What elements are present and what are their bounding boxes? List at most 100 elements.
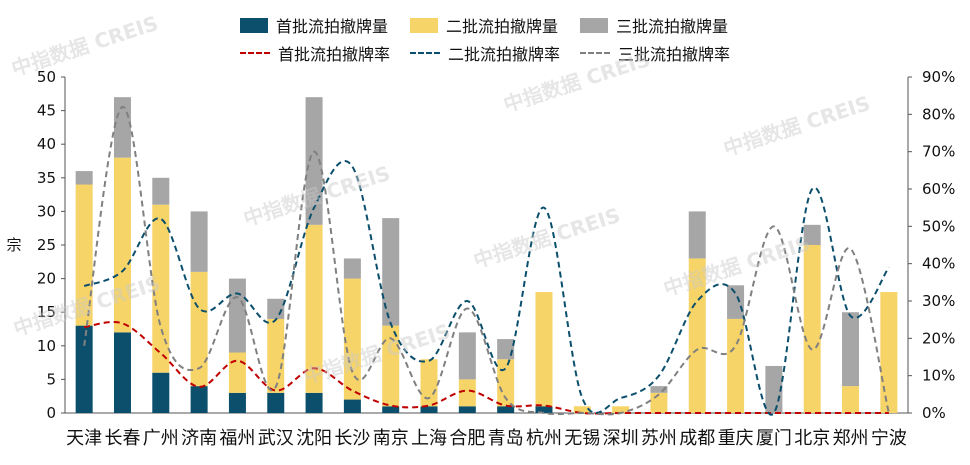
legend-dash <box>410 52 440 54</box>
x-tick-label: 青岛 <box>488 428 524 449</box>
bar-segment <box>267 393 284 413</box>
y2-tick-label: 50% <box>922 217 955 235</box>
y2-tick-label: 80% <box>922 105 955 123</box>
bar-segment <box>152 373 169 413</box>
y-tick-label: 30 <box>37 202 56 220</box>
legend-item-third-batch-rate: 三批流拍撤牌率 <box>580 42 750 64</box>
bar-segment <box>344 258 361 278</box>
y-tick-label: 35 <box>37 169 56 187</box>
bar-segment <box>842 386 859 413</box>
legend-label: 二批流拍撤牌率 <box>448 41 560 65</box>
y-tick-label: 20 <box>37 270 56 288</box>
x-tick-label: 武汉 <box>258 428 294 449</box>
y2-tick-label: 90% <box>922 68 955 86</box>
x-tick-label: 合肥 <box>449 428 485 449</box>
bar-segment <box>114 332 131 413</box>
legend-label: 二批流拍撤牌量 <box>446 13 558 37</box>
y-tick-label: 25 <box>37 236 56 254</box>
bar-segment <box>497 406 514 413</box>
y2-tick-label: 30% <box>922 292 955 310</box>
legend-item-second-batch-rate: 二批流拍撤牌率 <box>410 42 580 64</box>
y2-tick-label: 10% <box>922 367 955 385</box>
x-tick-label: 成都 <box>679 428 715 449</box>
legend-label: 首批流拍撤牌量 <box>276 13 388 37</box>
x-tick-label: 深圳 <box>603 428 639 449</box>
legend-swatch <box>240 18 268 33</box>
bar-segment <box>804 225 821 245</box>
bar-segment <box>689 258 706 413</box>
y-tick-label: 0 <box>46 404 56 422</box>
y2-tick-label: 60% <box>922 180 955 198</box>
legend-label: 三批流拍撤牌率 <box>618 41 730 65</box>
x-tick-label: 长春 <box>104 428 140 449</box>
bar-segment <box>344 400 361 413</box>
x-tick-label: 沈阳 <box>296 428 332 449</box>
bar-segment <box>229 353 246 393</box>
y-tick-label: 15 <box>37 303 56 321</box>
x-tick-label: 苏州 <box>641 428 677 449</box>
bar-segment <box>191 386 208 413</box>
x-tick-label: 北京 <box>794 428 830 449</box>
bar-segment <box>421 359 438 406</box>
y2-tick-label: 0% <box>922 404 946 422</box>
x-tick-label: 杭州 <box>526 428 562 449</box>
bar-segment <box>842 312 859 386</box>
bar-segment <box>497 339 514 359</box>
bar-segment <box>344 279 361 400</box>
x-tick-label: 南京 <box>373 428 409 449</box>
x-tick-label: 郑州 <box>833 428 869 449</box>
y2-tick-label: 40% <box>922 255 955 273</box>
bar-segment <box>689 211 706 258</box>
legend-dash <box>580 52 610 54</box>
legend-swatch <box>410 18 438 33</box>
bar-segment <box>382 218 399 326</box>
legend-label: 首批流拍撤牌率 <box>278 41 390 65</box>
legend-item-second-batch-volume: 二批流拍撤牌量 <box>410 14 580 36</box>
bar-segment <box>459 332 476 379</box>
legend-item-first-batch-volume: 首批流拍撤牌量 <box>240 14 410 36</box>
x-tick-label: 厦门 <box>756 428 792 449</box>
bar-segment <box>76 171 93 184</box>
bar-segment <box>152 178 169 205</box>
bar-segment <box>459 379 476 406</box>
y-tick-label: 5 <box>46 370 56 388</box>
x-tick-label: 上海 <box>411 428 447 449</box>
x-tick-label: 重庆 <box>718 428 754 449</box>
y-tick-label: 50 <box>37 68 56 86</box>
bar-segment <box>267 319 284 393</box>
x-tick-label: 福州 <box>219 428 255 449</box>
y2-tick-label: 70% <box>922 143 955 161</box>
bar-segment <box>229 279 246 353</box>
bar-segment <box>76 326 93 413</box>
bar-segment <box>880 292 897 413</box>
bar-segment <box>229 393 246 413</box>
x-tick-label: 济南 <box>181 428 217 449</box>
bar-segment <box>152 205 169 373</box>
legend-item-first-batch-rate: 首批流拍撤牌率 <box>240 42 410 64</box>
bar-segment <box>459 406 476 413</box>
bar-segment <box>650 393 667 413</box>
legend-swatch <box>580 18 608 33</box>
x-tick-label: 天津 <box>66 428 102 449</box>
x-tick-label: 无锡 <box>564 428 600 449</box>
bar-segment <box>306 393 323 413</box>
bar-segment <box>191 211 208 271</box>
legend-item-third-batch-volume: 三批流拍撤牌量 <box>580 14 750 36</box>
chart-legend: 首批流拍撤牌量 二批流拍撤牌量 三批流拍撤牌量 首批流拍撤牌率 二批流拍撤牌率 … <box>240 14 780 64</box>
y-tick-label: 10 <box>37 337 56 355</box>
x-tick-label: 宁波 <box>871 428 907 449</box>
legend-dash <box>240 52 270 54</box>
legend-label: 三批流拍撤牌量 <box>616 13 728 37</box>
x-tick-label: 广州 <box>143 428 179 449</box>
bar-segment <box>114 158 131 333</box>
y-axis-label: 宗 <box>6 236 21 254</box>
x-tick-label: 长沙 <box>334 428 370 449</box>
bar-segment <box>804 245 821 413</box>
y-tick-label: 45 <box>37 102 56 120</box>
bar-segment <box>267 299 284 319</box>
y-tick-label: 40 <box>37 135 56 153</box>
y2-tick-label: 20% <box>922 329 955 347</box>
bar-segment <box>535 292 552 406</box>
